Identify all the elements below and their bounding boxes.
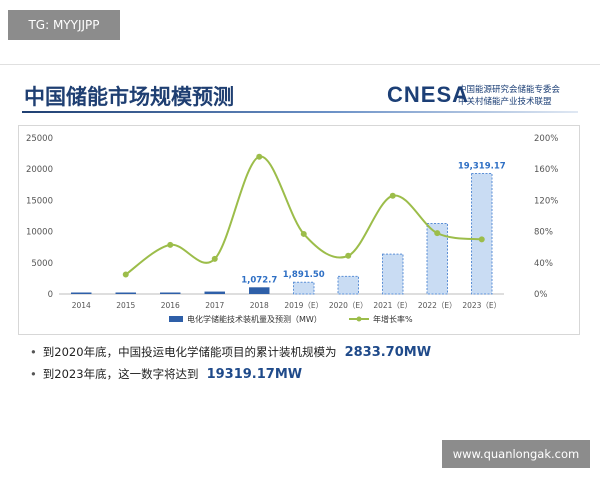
y-left-tick-label: 20000 <box>26 165 53 175</box>
bar-2015 <box>115 292 136 294</box>
bullet-highlight: 2833.70MW <box>344 345 432 360</box>
y-right-tick-label: 0% <box>534 290 548 300</box>
bar-2023（E） <box>471 172 493 295</box>
y-left-tick-label: 25000 <box>26 134 53 144</box>
y-left-tick-label: 10000 <box>26 228 53 238</box>
watermark-tag: TG: MYYJJPP <box>8 10 120 40</box>
x-tick-label: 2018 <box>250 301 269 310</box>
x-tick-label: 2022（E） <box>418 301 457 310</box>
bar-2018 <box>249 287 270 294</box>
bullet-list: • 到2020年底，中国投运电化学储能项目的累计装机规模为 2833.70MW • 到… <box>30 341 570 385</box>
slide: 中国储能市场规模预测 CNESA 中国能源研究会储能专委会 中关村储能产业技术联… <box>0 64 600 417</box>
growth-rate-point <box>300 230 307 237</box>
y-left-tick-label: 0 <box>48 290 53 300</box>
y-left-tick-label: 15000 <box>26 196 53 206</box>
bar-2021（E） <box>382 253 404 295</box>
bar-2017 <box>204 291 225 294</box>
bullet-text: 到2020年底，中国投运电化学储能项目的累计装机规模为 <box>42 345 337 359</box>
x-tick-label: 2017 <box>205 301 224 310</box>
watermark-url: www.quanlongak.com <box>442 440 590 468</box>
data-label: 1,891.50 <box>283 270 325 280</box>
x-tick-label: 2019（E） <box>284 301 323 310</box>
y-right-tick-label: 200% <box>534 134 558 144</box>
x-tick-label: 2014 <box>72 301 91 310</box>
legend-marker-line <box>356 316 362 322</box>
y-right-tick-label: 40% <box>534 259 553 269</box>
cnesa-logo: CNESA <box>387 82 470 107</box>
bullet-dot: • <box>30 345 37 359</box>
y-right-tick-label: 160% <box>534 165 558 175</box>
y-right-tick-label: 120% <box>534 196 558 206</box>
bullet-item: • 到2023年底，这一数字将达到 19319.17MW <box>30 363 570 385</box>
storage-forecast-chart: 0 5000 10000 15000 20000 25000 0% 40% 80% 120% 160… <box>26 134 558 324</box>
growth-rate-point <box>122 271 129 278</box>
header-rule <box>22 111 578 113</box>
bar-2020（E） <box>337 275 359 295</box>
growth-rate-point <box>345 252 352 259</box>
y-left-tick-label: 5000 <box>31 259 53 269</box>
bar-2022（E） <box>426 222 448 295</box>
x-tick-label: 2016 <box>161 301 180 310</box>
growth-rate-point <box>211 255 218 262</box>
bullet-highlight: 19319.17MW <box>206 367 303 382</box>
bar-2014 <box>71 292 92 294</box>
legend-swatch-bar <box>169 316 183 322</box>
chart-panel: 0 5000 10000 15000 20000 25000 0% 40% 80% 120% 160… <box>18 125 580 335</box>
growth-rate-point <box>256 153 263 160</box>
logo-subtitle-2: 中关村储能产业技术联盟 <box>458 97 552 107</box>
bullet-dot: • <box>30 367 37 381</box>
bar-2016 <box>160 292 181 294</box>
growth-rate-line <box>125 155 482 276</box>
legend-label-bar: 电化学储能技术装机量及预测（MW） <box>187 314 322 324</box>
bullet-item: • 到2020年底，中国投运电化学储能项目的累计装机规模为 2833.70MW <box>30 341 570 363</box>
x-tick-label: 2021（E） <box>373 301 412 310</box>
bullet-text: 到2023年底，这一数字将达到 <box>42 367 199 381</box>
slide-title: 中国储能市场规模预测 <box>24 85 234 109</box>
growth-rate-point <box>389 192 396 199</box>
bar-2019（E） <box>293 281 315 295</box>
x-tick-label: 2023（E） <box>462 301 501 310</box>
legend-label-line: 年增长率% <box>373 314 413 324</box>
x-tick-label: 2015 <box>116 301 135 310</box>
growth-rate-point <box>478 236 485 243</box>
growth-rate-point <box>167 241 174 248</box>
x-tick-label: 2020（E） <box>329 301 368 310</box>
y-right-tick-label: 80% <box>534 228 553 238</box>
growth-rate-point <box>434 230 441 237</box>
data-label: 19,319.17 <box>458 161 506 171</box>
logo-subtitle-1: 中国能源研究会储能专委会 <box>458 85 561 95</box>
data-label: 1,072.7 <box>241 275 277 285</box>
